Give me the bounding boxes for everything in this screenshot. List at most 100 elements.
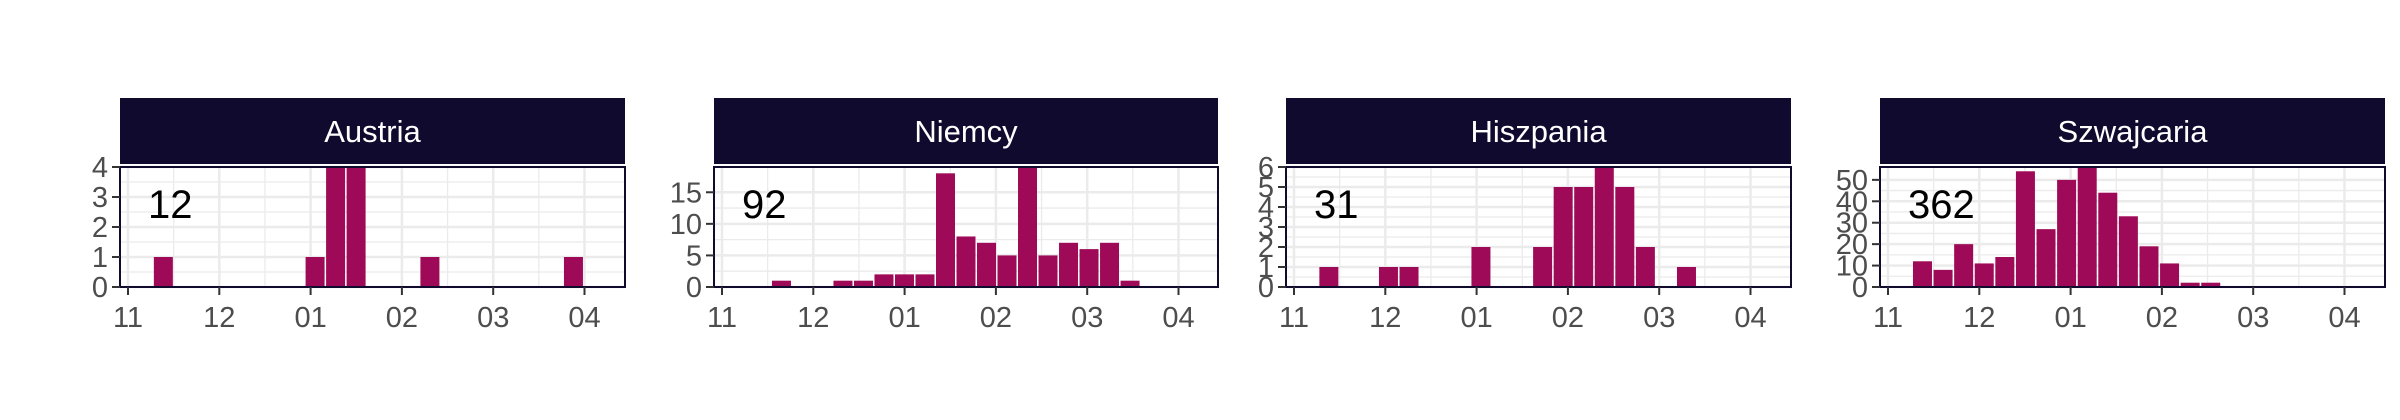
bar <box>1933 269 1953 287</box>
x-tick-label: 01 <box>1460 302 1492 334</box>
x-tick-label: 12 <box>797 302 829 334</box>
bar <box>1100 242 1120 287</box>
bar <box>1399 267 1419 287</box>
x-tick-label: 02 <box>980 302 1012 334</box>
x-tick-label: 11 <box>113 302 143 334</box>
y-tick-label: 0 <box>92 272 108 304</box>
strip-background <box>120 98 625 164</box>
x-tick-label: 03 <box>1071 302 1103 334</box>
bar <box>153 257 173 287</box>
strip-label: Niemcy <box>914 114 1018 149</box>
bar <box>956 236 976 287</box>
bar <box>935 173 955 287</box>
strip-background <box>714 98 1218 164</box>
bar <box>997 255 1017 287</box>
y-tick-label: 1 <box>1258 252 1274 284</box>
total-count-label: 362 <box>1908 183 1975 227</box>
x-tick-label: 11 <box>1873 302 1903 334</box>
y-tick-label: 6 <box>1258 152 1274 184</box>
bar <box>894 274 914 287</box>
bar <box>1995 257 2015 287</box>
y-tick-label: 15 <box>670 177 702 209</box>
x-tick-label: 01 <box>294 302 326 334</box>
bar <box>1018 167 1038 287</box>
strip-label: Szwajcaria <box>2058 114 2209 149</box>
bar <box>1615 187 1635 287</box>
bar <box>346 167 366 287</box>
x-tick-label: 03 <box>477 302 509 334</box>
bar <box>833 280 853 287</box>
bar <box>771 280 791 287</box>
bar <box>305 257 325 287</box>
bar <box>2098 192 2118 287</box>
x-tick-label: 12 <box>203 302 235 334</box>
bar <box>2057 179 2077 287</box>
strip-background <box>1286 98 1791 164</box>
bar <box>1319 267 1339 287</box>
y-tick-label: 5 <box>686 240 702 272</box>
bar <box>2118 216 2138 287</box>
y-tick-label: 0 <box>1258 272 1274 304</box>
x-tick-label: 01 <box>888 302 920 334</box>
y-tick-label: 5 <box>1258 172 1274 204</box>
y-tick-label: 20 <box>1836 229 1868 261</box>
bar <box>2077 167 2097 287</box>
x-tick-label: 03 <box>2237 302 2269 334</box>
total-count-label: 12 <box>148 183 193 227</box>
x-tick-label: 04 <box>1734 302 1766 334</box>
x-tick-label: 01 <box>2054 302 2086 334</box>
bar <box>1553 187 1573 287</box>
bar <box>1912 261 1932 287</box>
x-tick-label: 02 <box>386 302 418 334</box>
panel-border <box>1879 166 2386 288</box>
x-tick-label: 04 <box>568 302 600 334</box>
y-tick-label: 0 <box>1852 272 1868 304</box>
y-tick-label: 30 <box>1836 208 1868 240</box>
x-tick-label: 03 <box>1643 302 1675 334</box>
bar <box>915 274 935 287</box>
bar <box>2036 229 2056 287</box>
bar <box>1038 255 1058 287</box>
strip-label: Austria <box>324 114 421 149</box>
bar <box>2139 246 2159 287</box>
bar <box>1676 267 1696 287</box>
y-tick-label: 1 <box>92 242 108 274</box>
bar <box>2015 171 2035 287</box>
bar <box>2201 282 2221 287</box>
bar <box>977 242 997 287</box>
bar <box>420 257 440 287</box>
bar <box>326 167 346 287</box>
bar <box>2160 263 2180 287</box>
bar <box>563 257 583 287</box>
total-count-label: 31 <box>1314 183 1359 227</box>
y-tick-label: 2 <box>92 212 108 244</box>
strip-background <box>1880 98 2385 164</box>
y-tick-label: 40 <box>1836 186 1868 218</box>
y-tick-label: 50 <box>1836 165 1868 197</box>
bar <box>1594 167 1614 287</box>
bar <box>1954 244 1974 287</box>
bar <box>1574 187 1594 287</box>
bar <box>1471 247 1491 287</box>
total-count-label: 92 <box>742 183 787 227</box>
bar <box>1378 267 1398 287</box>
bar <box>1059 242 1079 287</box>
x-tick-label: 04 <box>2328 302 2360 334</box>
x-tick-label: 12 <box>1369 302 1401 334</box>
y-tick-label: 4 <box>1258 192 1274 224</box>
bar <box>1533 247 1553 287</box>
x-tick-label: 04 <box>1162 302 1194 334</box>
y-tick-label: 2 <box>1258 232 1274 264</box>
y-tick-label: 10 <box>1836 251 1868 283</box>
strip-label: Hiszpania <box>1470 114 1607 149</box>
x-tick-label: 11 <box>1279 302 1309 334</box>
panel-border <box>713 166 1219 288</box>
bar <box>874 274 894 287</box>
x-tick-label: 11 <box>707 302 737 334</box>
bar <box>1120 280 1140 287</box>
y-tick-label: 3 <box>1258 212 1274 244</box>
